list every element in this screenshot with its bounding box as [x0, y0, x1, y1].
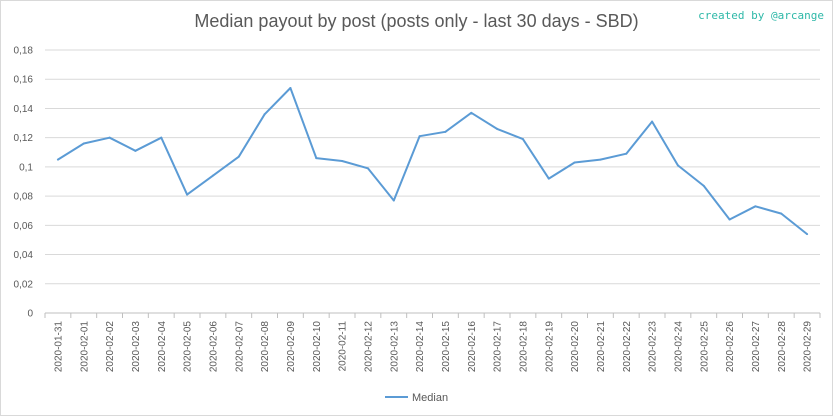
data-point: [676, 164, 679, 167]
x-tick-label: 2020-02-27: [751, 321, 762, 373]
x-tick-label: 2020-02-07: [234, 321, 245, 373]
x-tick-label: 2020-02-03: [131, 321, 142, 373]
data-point: [237, 155, 240, 158]
x-tick-label: 2020-02-08: [260, 321, 271, 373]
y-tick-label: 0,02: [14, 279, 34, 290]
x-tick-label: 2020-02-22: [622, 321, 633, 373]
y-tick-label: 0,16: [14, 75, 34, 86]
x-tick-label: 2020-02-23: [648, 321, 659, 373]
y-tick-label: 0: [27, 309, 33, 320]
x-tick-label: 2020-02-05: [183, 321, 194, 373]
data-point: [547, 177, 550, 180]
data-point: [444, 130, 447, 133]
data-point: [728, 218, 731, 221]
credit-label: created by @arcange: [698, 9, 824, 22]
data-point: [651, 120, 654, 123]
data-point: [134, 149, 137, 152]
series-line-median: [57, 87, 808, 235]
x-tick-label: 2020-02-18: [518, 321, 529, 373]
x-tick-label: 2020-02-21: [596, 321, 607, 373]
x-tick-label: 2020-02-01: [79, 321, 90, 373]
x-tick-label: 2020-02-25: [699, 321, 710, 373]
x-tick-label: 2020-02-10: [312, 321, 323, 373]
y-tick-label: 0,12: [14, 133, 34, 144]
x-tick-label: 2020-02-04: [157, 321, 168, 373]
y-tick-label: 0,04: [14, 250, 34, 261]
x-tick-label: 2020-02-16: [467, 321, 478, 373]
data-point: [573, 161, 576, 164]
data-point: [470, 111, 473, 114]
x-tick-label: 2020-01-31: [53, 321, 64, 373]
data-point: [599, 158, 602, 161]
data-point: [263, 113, 266, 116]
y-tick-label: 0,1: [19, 162, 33, 173]
x-tick-label: 2020-02-14: [415, 321, 426, 373]
x-tick-label: 2020-02-15: [441, 321, 452, 373]
data-point: [754, 205, 757, 208]
legend-label: Median: [412, 392, 448, 404]
x-tick-label: 2020-02-11: [338, 321, 349, 372]
data-point: [289, 86, 292, 89]
chart-title: Median payout by post (posts only - last…: [194, 11, 639, 31]
x-tick-label: 2020-02-19: [544, 321, 555, 373]
data-point: [366, 167, 369, 170]
data-point: [521, 138, 524, 141]
y-tick-label: 0,06: [14, 221, 34, 232]
data-point: [780, 212, 783, 215]
x-tick-label: 2020-02-17: [493, 321, 504, 373]
data-point: [82, 142, 85, 145]
x-tick-label: 2020-02-06: [208, 321, 219, 373]
y-tick-label: 0,14: [14, 104, 34, 115]
data-point: [341, 160, 344, 163]
x-tick-label: 2020-02-24: [673, 321, 684, 373]
x-tick-label: 2020-02-02: [105, 321, 116, 373]
y-tick-label: 0,08: [14, 192, 34, 203]
data-point: [806, 233, 809, 236]
x-tick-label: 2020-02-20: [570, 321, 581, 373]
data-point: [160, 136, 163, 139]
data-point: [108, 136, 111, 139]
data-point: [211, 174, 214, 177]
data-point: [702, 184, 705, 187]
x-tick-label: 2020-02-26: [725, 321, 736, 373]
data-point: [315, 157, 318, 160]
y-tick-label: 0,18: [14, 46, 34, 57]
x-tick-label: 2020-02-12: [363, 321, 374, 373]
data-point: [496, 127, 499, 130]
data-point: [186, 193, 189, 196]
data-point: [625, 152, 628, 155]
x-tick-label: 2020-02-29: [803, 321, 814, 373]
data-point: [418, 135, 421, 138]
x-tick-label: 2020-02-13: [389, 321, 400, 373]
x-tick-label: 2020-02-28: [777, 321, 788, 373]
data-point: [56, 158, 59, 161]
data-point: [392, 199, 395, 202]
x-tick-label: 2020-02-09: [286, 321, 297, 373]
